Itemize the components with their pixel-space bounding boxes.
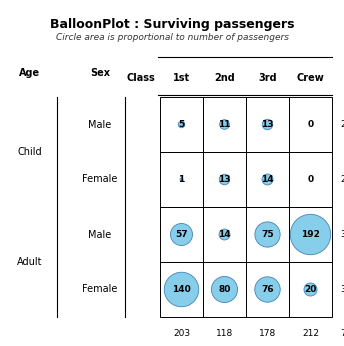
Circle shape [164,272,199,307]
Text: 338: 338 [340,230,344,239]
Text: Female: Female [82,284,118,294]
Text: Age: Age [20,68,41,78]
Text: 178: 178 [259,329,276,338]
Bar [246,152,289,207]
Text: 203: 203 [173,329,190,338]
Text: 1st: 1st [173,73,190,83]
Circle shape [171,224,193,246]
Text: 11: 11 [218,120,231,129]
Text: 13: 13 [261,120,274,129]
Bar [203,262,246,317]
Circle shape [290,214,331,255]
Bar [203,207,246,262]
Text: 711: 711 [340,329,344,338]
Text: Adult: Adult [17,257,43,267]
Circle shape [262,174,273,185]
Text: 28: 28 [340,175,344,184]
Text: 3rd: 3rd [258,73,277,83]
Text: 1: 1 [179,175,185,184]
Bar [289,262,332,317]
Bar [203,97,246,152]
Bar [289,152,332,207]
Bar [246,97,289,152]
Bar [160,207,203,262]
Bar [289,97,332,152]
Text: 20: 20 [304,285,317,294]
Text: 2nd: 2nd [214,73,235,83]
Text: 76: 76 [261,285,274,294]
Text: 0: 0 [308,175,314,184]
Text: 212: 212 [302,329,319,338]
Text: BalloonPlot : Surviving passengers: BalloonPlot : Surviving passengers [50,18,294,31]
Text: 29: 29 [340,120,344,129]
Bar [203,152,246,207]
Circle shape [255,277,280,302]
Text: 192: 192 [301,230,320,239]
Circle shape [304,283,317,296]
Text: 0: 0 [308,120,314,129]
Text: 118: 118 [216,329,233,338]
Bar [246,207,289,262]
Bar [160,152,203,207]
Bar [160,97,203,152]
Text: 14: 14 [218,230,231,239]
Text: 316: 316 [340,285,344,294]
Text: Sex: Sex [90,68,110,78]
Text: Female: Female [82,174,118,184]
Circle shape [220,120,229,129]
Text: 140: 140 [172,285,191,294]
Text: 80: 80 [218,285,231,294]
Circle shape [178,121,185,128]
Circle shape [212,276,238,302]
Bar [289,207,332,262]
Text: 75: 75 [261,230,274,239]
Bar [160,262,203,317]
Text: Male: Male [88,119,111,129]
Text: Crew: Crew [297,73,324,83]
Text: Male: Male [88,229,111,239]
Text: Child: Child [18,147,42,157]
Circle shape [219,229,230,240]
Circle shape [219,174,230,185]
Circle shape [180,178,183,181]
Text: Class: Class [126,73,155,83]
Text: Circle area is proportional to number of passengers: Circle area is proportional to number of… [55,33,289,42]
Bar [246,262,289,317]
Circle shape [255,222,280,247]
Circle shape [262,119,273,130]
Text: 5: 5 [179,120,185,129]
Text: 13: 13 [218,175,231,184]
Text: 57: 57 [175,230,188,239]
Text: 14: 14 [261,175,274,184]
